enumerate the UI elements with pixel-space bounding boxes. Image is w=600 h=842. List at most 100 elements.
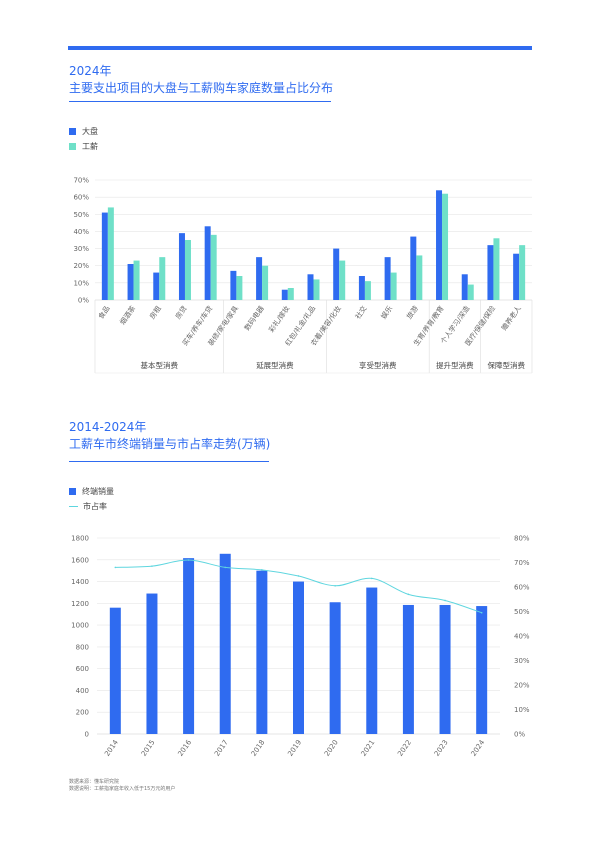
chart1-bar-dapan (281, 289, 288, 300)
chart2-share-point (261, 569, 263, 571)
chart1-group-label: 延展型消费 (256, 360, 294, 370)
chart2-share-point (370, 577, 373, 580)
chart2-x-tick-label: 2015 (140, 739, 157, 758)
chart1-y-tick-label: 10% (73, 279, 89, 287)
chart1-bar-dapan (204, 226, 211, 300)
chart1-bar-dapan (127, 264, 134, 300)
chart2-bar-sales (402, 604, 414, 734)
chart2-bar-sales (219, 553, 231, 734)
chart1-bar-gongxin (493, 238, 500, 300)
chart2-bar-sales (293, 581, 304, 734)
legend-swatch-share (69, 506, 78, 507)
chart2-share-point (114, 566, 117, 569)
chart2-share-point (334, 584, 336, 587)
chart1-y-tick-label: 60% (73, 194, 89, 202)
chart1-bar-dapan (384, 257, 391, 300)
chart2-title: 工薪车市终端销量与市占率走势(万辆) (69, 437, 271, 451)
chart2-x-tick-label: 2022 (396, 739, 413, 758)
chart1-bar-gongxin (313, 279, 320, 300)
chart1-bar-dapan (461, 274, 468, 300)
chart1-bar-gongxin (236, 276, 243, 300)
chart1-bar-gongxin (364, 281, 371, 300)
chart2-share-point (444, 599, 446, 602)
chart1-y-tick-label: 0% (78, 297, 89, 305)
top-accent-bar (68, 46, 532, 50)
chart1-x-tick-label: 烟酒茶 (118, 304, 137, 326)
chart2-y-tick-label: 1600 (71, 556, 89, 564)
footnote-note: 数据说明：工薪指家庭年收入低于15万元的用户 (69, 786, 176, 792)
chart2-bar-sales (256, 570, 268, 734)
chart2-bar-sales (146, 593, 158, 734)
legend-label-gongxin: 工薪 (82, 142, 98, 151)
footnote: 数据来源：懂车研究院 数据说明：工薪指家庭年收入低于15万元的用户 (69, 779, 175, 793)
chart2-x-tick-label: 2020 (323, 739, 340, 758)
chart1-bar-gongxin (467, 284, 474, 300)
chart2-y-tick-label: 1200 (71, 600, 89, 608)
chart2-x-tick-label: 2019 (286, 739, 303, 758)
chart1-x-tick-label: 数码电器 (242, 304, 265, 332)
legend-item-share: 市占率 (69, 499, 114, 514)
chart2-x-tick-label: 2024 (470, 738, 487, 758)
chart1-bar-gongxin (416, 255, 423, 300)
chart2-bar-sales (366, 587, 378, 734)
chart2-y-tick-label: 600 (76, 665, 89, 673)
chart1-bar-dapan (513, 253, 520, 300)
chart2-title-year: 2014-2024年 (69, 420, 147, 434)
chart2-share-point (480, 611, 483, 614)
chart1-bar-gongxin (133, 260, 140, 300)
chart1-bar-dapan (436, 190, 443, 300)
chart1-bar-gongxin (210, 234, 217, 300)
chart2-bar-sales (476, 606, 488, 734)
chart2-y-tick-label: 1400 (71, 578, 89, 586)
chart2-share-point (187, 559, 190, 561)
legend-label-dapan: 大盘 (82, 127, 98, 136)
chart1-bar-dapan (487, 245, 494, 300)
chart2-x-tick-label: 2017 (213, 739, 230, 758)
chart2-y2-tick-label: 0% (514, 731, 525, 739)
chart1-x-tick-label: 食品 (96, 304, 111, 321)
chart2-x-tick-label: 2014 (103, 738, 120, 758)
chart2-x-tick-label: 2023 (433, 739, 450, 758)
chart1-bar-gongxin (442, 193, 449, 300)
chart1-group-label: 基本型消费 (141, 360, 179, 370)
legend-label-share: 市占率 (83, 502, 107, 511)
chart1-title-year: 2024年 (69, 64, 112, 78)
chart1-group-label: 提升型消费 (436, 360, 474, 370)
chart2-y2-tick-label: 20% (514, 682, 530, 690)
chart1-bar-dapan (230, 270, 237, 300)
chart1-x-tick-label: 赡养老人 (499, 304, 522, 332)
chart1-bar-dapan (101, 212, 108, 300)
chart1-y-tick-label: 20% (73, 262, 89, 270)
chart1-bar-gongxin (184, 240, 191, 300)
chart1-x-tick-label: 房贷 (173, 304, 188, 321)
chart1-title: 主要支出项目的大盘与工薪购车家庭数量占比分布 (69, 81, 334, 95)
chart2-bar-sales (109, 607, 121, 734)
chart1-bar-dapan (256, 257, 263, 300)
chart2-y-tick-label: 1800 (71, 535, 89, 543)
legend-swatch-gongxin (69, 143, 76, 150)
chart2-legend: 终端销量 市占率 (69, 484, 114, 514)
chart2-share-point (151, 565, 153, 567)
chart1-y-tick-label: 50% (73, 211, 89, 219)
chart1-y-tick-label: 70% (73, 177, 89, 185)
chart1-x-tick-label: 娱乐 (379, 304, 394, 321)
chart1-x-tick-label: 社交 (353, 304, 368, 321)
chart1-bar-dapan (358, 276, 365, 300)
chart2-y-tick-label: 0 (85, 731, 89, 739)
chart1-title-underline (69, 101, 331, 102)
chart2-y2-tick-label: 60% (514, 584, 530, 592)
chart1-bar-gongxin (262, 265, 269, 300)
chart1-x-tick-label: 彩礼/嫁妆 (267, 304, 292, 334)
chart2-y2-tick-label: 30% (514, 657, 530, 665)
chart2-y2-tick-label: 80% (514, 535, 530, 543)
chart1-bar-gongxin (159, 257, 166, 300)
chart1-legend: 大盘 工薪 (69, 124, 98, 154)
chart1-bar-dapan (333, 248, 340, 300)
chart1-x-tick-label: 房租 (148, 304, 163, 321)
chart1-bar-gongxin (107, 207, 114, 300)
chart1-bar-dapan (178, 233, 185, 300)
footnote-source: 数据来源：懂车研究院 (69, 779, 120, 785)
chart2-y2-tick-label: 40% (514, 633, 530, 641)
chart2-y-tick-label: 800 (76, 643, 89, 651)
